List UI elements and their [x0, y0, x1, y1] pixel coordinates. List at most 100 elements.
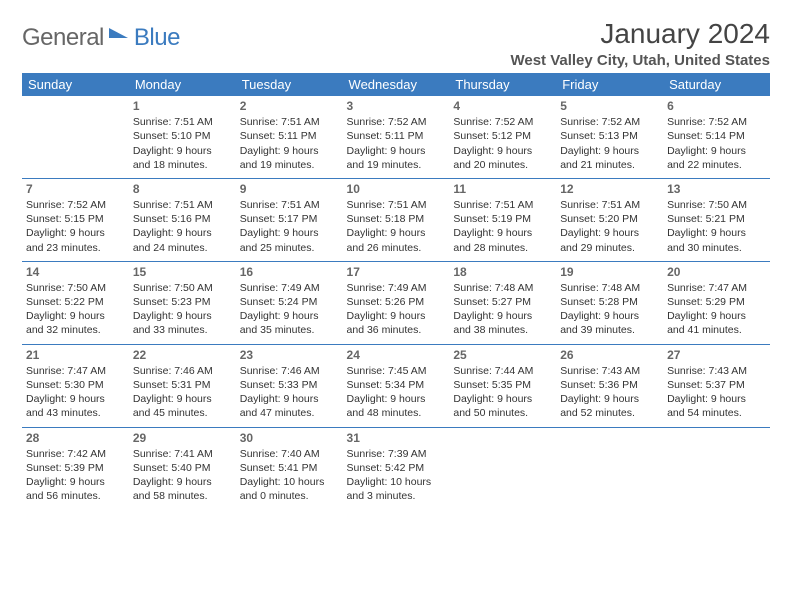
day-detail: Sunset: 5:11 PM — [347, 129, 446, 143]
day-detail: Sunrise: 7:49 AM — [347, 281, 446, 295]
day-detail: Daylight: 9 hours — [240, 309, 339, 323]
week-row: 28Sunrise: 7:42 AMSunset: 5:39 PMDayligh… — [22, 427, 770, 509]
col-monday: Monday — [129, 73, 236, 96]
day-number: 23 — [240, 347, 339, 363]
day-detail: Sunrise: 7:51 AM — [240, 115, 339, 129]
day-cell: 18Sunrise: 7:48 AMSunset: 5:27 PMDayligh… — [449, 261, 556, 344]
day-detail: Daylight: 9 hours — [133, 309, 232, 323]
day-detail: Sunrise: 7:49 AM — [240, 281, 339, 295]
day-detail: Sunrise: 7:42 AM — [26, 447, 125, 461]
col-thursday: Thursday — [449, 73, 556, 96]
day-detail: Sunrise: 7:51 AM — [560, 198, 659, 212]
day-cell: 14Sunrise: 7:50 AMSunset: 5:22 PMDayligh… — [22, 261, 129, 344]
day-detail: and 41 minutes. — [667, 323, 766, 337]
day-number: 30 — [240, 430, 339, 446]
day-header-row: Sunday Monday Tuesday Wednesday Thursday… — [22, 73, 770, 96]
day-detail: Sunset: 5:35 PM — [453, 378, 552, 392]
day-number: 18 — [453, 264, 552, 280]
day-number: 13 — [667, 181, 766, 197]
day-detail: and 0 minutes. — [240, 489, 339, 503]
day-cell: 22Sunrise: 7:46 AMSunset: 5:31 PMDayligh… — [129, 344, 236, 427]
day-cell: 23Sunrise: 7:46 AMSunset: 5:33 PMDayligh… — [236, 344, 343, 427]
day-detail: Sunset: 5:27 PM — [453, 295, 552, 309]
col-wednesday: Wednesday — [343, 73, 450, 96]
day-detail: Sunrise: 7:52 AM — [667, 115, 766, 129]
day-cell: 8Sunrise: 7:51 AMSunset: 5:16 PMDaylight… — [129, 178, 236, 261]
day-detail: Sunrise: 7:50 AM — [133, 281, 232, 295]
day-detail: Sunset: 5:41 PM — [240, 461, 339, 475]
day-cell: 27Sunrise: 7:43 AMSunset: 5:37 PMDayligh… — [663, 344, 770, 427]
day-cell: 4Sunrise: 7:52 AMSunset: 5:12 PMDaylight… — [449, 96, 556, 178]
day-number: 12 — [560, 181, 659, 197]
day-detail: and 26 minutes. — [347, 241, 446, 255]
day-detail: and 19 minutes. — [240, 158, 339, 172]
calendar-table: Sunday Monday Tuesday Wednesday Thursday… — [22, 73, 770, 509]
day-number: 17 — [347, 264, 446, 280]
day-cell: 24Sunrise: 7:45 AMSunset: 5:34 PMDayligh… — [343, 344, 450, 427]
day-number: 19 — [560, 264, 659, 280]
day-detail: Daylight: 9 hours — [240, 144, 339, 158]
week-row: 21Sunrise: 7:47 AMSunset: 5:30 PMDayligh… — [22, 344, 770, 427]
day-cell: 2Sunrise: 7:51 AMSunset: 5:11 PMDaylight… — [236, 96, 343, 178]
day-cell: 21Sunrise: 7:47 AMSunset: 5:30 PMDayligh… — [22, 344, 129, 427]
day-detail: Sunset: 5:26 PM — [347, 295, 446, 309]
day-detail: Sunrise: 7:46 AM — [240, 364, 339, 378]
day-detail: Sunrise: 7:40 AM — [240, 447, 339, 461]
day-cell — [449, 427, 556, 509]
day-detail: and 47 minutes. — [240, 406, 339, 420]
day-detail: Sunrise: 7:51 AM — [133, 198, 232, 212]
day-detail: Daylight: 9 hours — [347, 392, 446, 406]
day-detail: Daylight: 10 hours — [240, 475, 339, 489]
day-cell: 11Sunrise: 7:51 AMSunset: 5:19 PMDayligh… — [449, 178, 556, 261]
day-cell: 16Sunrise: 7:49 AMSunset: 5:24 PMDayligh… — [236, 261, 343, 344]
day-detail: Sunset: 5:23 PM — [133, 295, 232, 309]
day-detail: Sunrise: 7:52 AM — [26, 198, 125, 212]
day-detail: Sunrise: 7:41 AM — [133, 447, 232, 461]
day-detail: Sunset: 5:28 PM — [560, 295, 659, 309]
day-detail: and 19 minutes. — [347, 158, 446, 172]
day-detail: Sunset: 5:10 PM — [133, 129, 232, 143]
day-detail: and 58 minutes. — [133, 489, 232, 503]
day-detail: Daylight: 9 hours — [133, 144, 232, 158]
day-number: 10 — [347, 181, 446, 197]
day-cell: 26Sunrise: 7:43 AMSunset: 5:36 PMDayligh… — [556, 344, 663, 427]
day-detail: and 23 minutes. — [26, 241, 125, 255]
day-cell: 12Sunrise: 7:51 AMSunset: 5:20 PMDayligh… — [556, 178, 663, 261]
day-cell: 19Sunrise: 7:48 AMSunset: 5:28 PMDayligh… — [556, 261, 663, 344]
day-detail: Sunset: 5:14 PM — [667, 129, 766, 143]
day-detail: Daylight: 9 hours — [560, 226, 659, 240]
day-detail: and 52 minutes. — [560, 406, 659, 420]
day-detail: and 56 minutes. — [26, 489, 125, 503]
day-cell: 5Sunrise: 7:52 AMSunset: 5:13 PMDaylight… — [556, 96, 663, 178]
day-detail: Sunrise: 7:52 AM — [560, 115, 659, 129]
week-row: 14Sunrise: 7:50 AMSunset: 5:22 PMDayligh… — [22, 261, 770, 344]
col-sunday: Sunday — [22, 73, 129, 96]
day-detail: Sunset: 5:31 PM — [133, 378, 232, 392]
day-number: 22 — [133, 347, 232, 363]
brand-flag-icon — [108, 27, 130, 50]
day-detail: Sunset: 5:18 PM — [347, 212, 446, 226]
day-detail: Sunrise: 7:51 AM — [347, 198, 446, 212]
day-cell: 31Sunrise: 7:39 AMSunset: 5:42 PMDayligh… — [343, 427, 450, 509]
day-detail: Sunrise: 7:52 AM — [453, 115, 552, 129]
week-row: 1Sunrise: 7:51 AMSunset: 5:10 PMDaylight… — [22, 96, 770, 178]
day-detail: Sunrise: 7:51 AM — [133, 115, 232, 129]
day-detail: Sunset: 5:33 PM — [240, 378, 339, 392]
day-cell — [663, 427, 770, 509]
day-detail: Sunrise: 7:43 AM — [667, 364, 766, 378]
day-number: 2 — [240, 98, 339, 114]
day-number: 28 — [26, 430, 125, 446]
day-number: 20 — [667, 264, 766, 280]
day-cell: 1Sunrise: 7:51 AMSunset: 5:10 PMDaylight… — [129, 96, 236, 178]
day-detail: Sunset: 5:40 PM — [133, 461, 232, 475]
day-detail: and 18 minutes. — [133, 158, 232, 172]
day-detail: Daylight: 9 hours — [26, 475, 125, 489]
day-detail: and 54 minutes. — [667, 406, 766, 420]
day-detail: Sunset: 5:21 PM — [667, 212, 766, 226]
day-cell: 17Sunrise: 7:49 AMSunset: 5:26 PMDayligh… — [343, 261, 450, 344]
col-tuesday: Tuesday — [236, 73, 343, 96]
day-detail: Sunset: 5:15 PM — [26, 212, 125, 226]
day-detail: Sunrise: 7:48 AM — [453, 281, 552, 295]
day-detail: and 25 minutes. — [240, 241, 339, 255]
day-detail: Sunrise: 7:45 AM — [347, 364, 446, 378]
